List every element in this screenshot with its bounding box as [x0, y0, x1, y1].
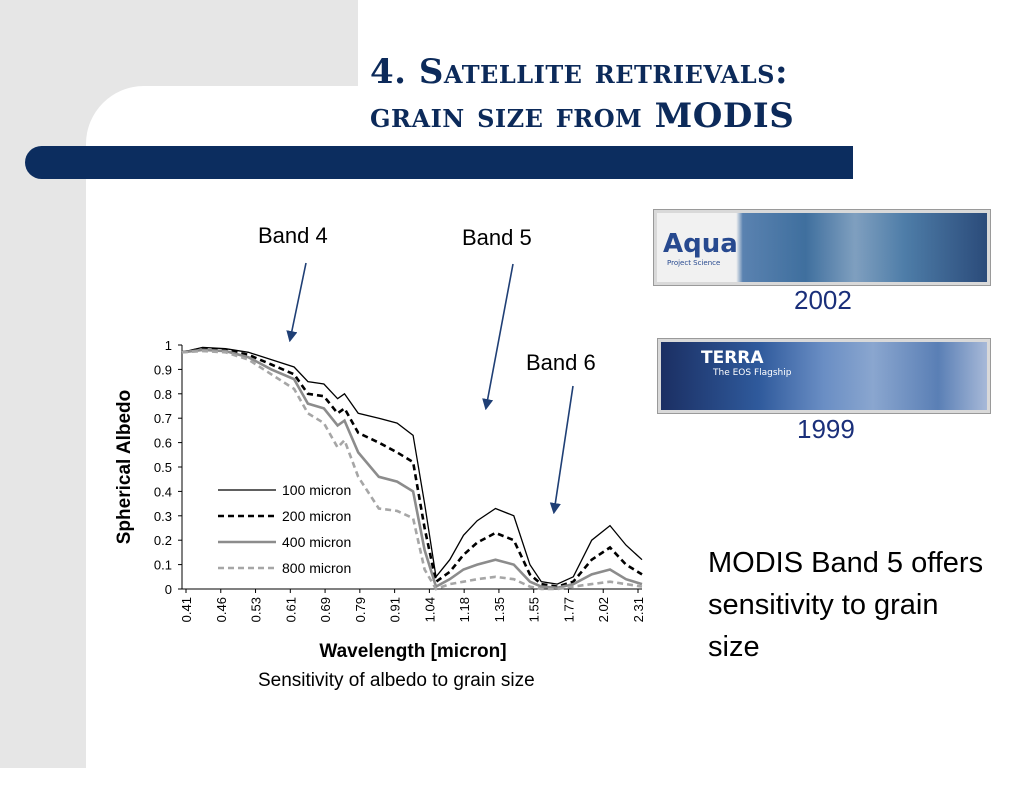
legend-label-0: 100 micron — [282, 482, 351, 498]
y-tick-label: 0.3 — [154, 509, 172, 524]
y-tick-label: 1 — [165, 338, 172, 353]
y-tick-label: 0.7 — [154, 411, 172, 426]
aqua-sub: Project Science — [667, 259, 721, 267]
legend-label-3: 800 micron — [282, 560, 351, 576]
band4-label: Band 4 — [258, 223, 328, 248]
chart-svg: 00.10.20.30.40.50.60.70.80.910.41 0.46 0.5… — [114, 338, 646, 662]
x-tick-label: 1.35 — [492, 597, 507, 622]
x-tick-label: 1.77 — [561, 597, 576, 622]
y-tick-label: 0.2 — [154, 533, 172, 548]
modis-note: MODIS Band 5 offers sensitivity to grain… — [708, 547, 984, 663]
terra-sub: The EOS Flagship — [713, 368, 792, 378]
legend-label-2: 400 micron — [282, 534, 351, 550]
albedo-chart: 0 0.1 0.2 0.3 0.4 0.5 0.6 0.7 0.8 0.9 1 0.41 0.46 0.5… — [100, 330, 660, 700]
y-tick-label: 0.8 — [154, 387, 172, 402]
x-tick-label: 0.53 — [249, 597, 264, 622]
y-tick-label: 0.1 — [154, 558, 172, 573]
aqua-year: 2002 — [794, 285, 852, 315]
y-tick-label: 0.4 — [154, 484, 172, 499]
x-tick-label: 1.55 — [527, 597, 542, 622]
series-line-2 — [181, 348, 643, 590]
y-tick-label: 0.9 — [154, 362, 172, 377]
aqua-banner: Aqua Project Science — [653, 209, 991, 286]
y-axis-label: Spherical Albedo — [114, 390, 135, 545]
series-line-0 — [181, 346, 643, 585]
x-tick-label: 0.91 — [388, 597, 403, 622]
aqua-image: Aqua Project Science — [657, 213, 987, 282]
series-line-1 — [181, 347, 643, 588]
x-axis-label: Wavelength [micron] — [319, 641, 506, 662]
x-tick-label: 0.69 — [318, 597, 333, 622]
terra-image: TERRA The EOS Flagship — [661, 342, 987, 410]
x-tick-label: 0.46 — [214, 597, 229, 622]
band6-label: Band 6 — [526, 350, 596, 375]
title-bar — [25, 146, 853, 179]
legend-label-1: 200 micron — [282, 508, 351, 524]
series-line-3 — [181, 349, 643, 591]
terra-year: 1999 — [797, 414, 855, 444]
y-tick-label: 0 — [165, 582, 172, 597]
x-tick-label: 1.04 — [422, 597, 437, 622]
x-tick-label: 0.41 — [179, 597, 194, 622]
terra-logo: TERRA — [701, 348, 764, 368]
y-tick-label: 0.5 — [154, 460, 172, 475]
y-tick-label: 0.6 — [154, 436, 172, 451]
terra-banner: TERRA The EOS Flagship — [657, 338, 991, 414]
band5-label: Band 5 — [462, 225, 532, 250]
x-tick-label: 1.18 — [457, 597, 472, 622]
x-tick-label: 0.61 — [283, 597, 298, 622]
x-tick-label: 2.02 — [596, 597, 611, 622]
chart-caption: Sensitivity of albedo to grain size — [258, 670, 535, 691]
slide-title: 4. Satellite retrievals: grain size from… — [370, 52, 795, 136]
x-tick-label: 2.31 — [631, 597, 646, 622]
x-tick-label: 0.79 — [353, 597, 368, 622]
aqua-logo: Aqua — [663, 229, 738, 259]
